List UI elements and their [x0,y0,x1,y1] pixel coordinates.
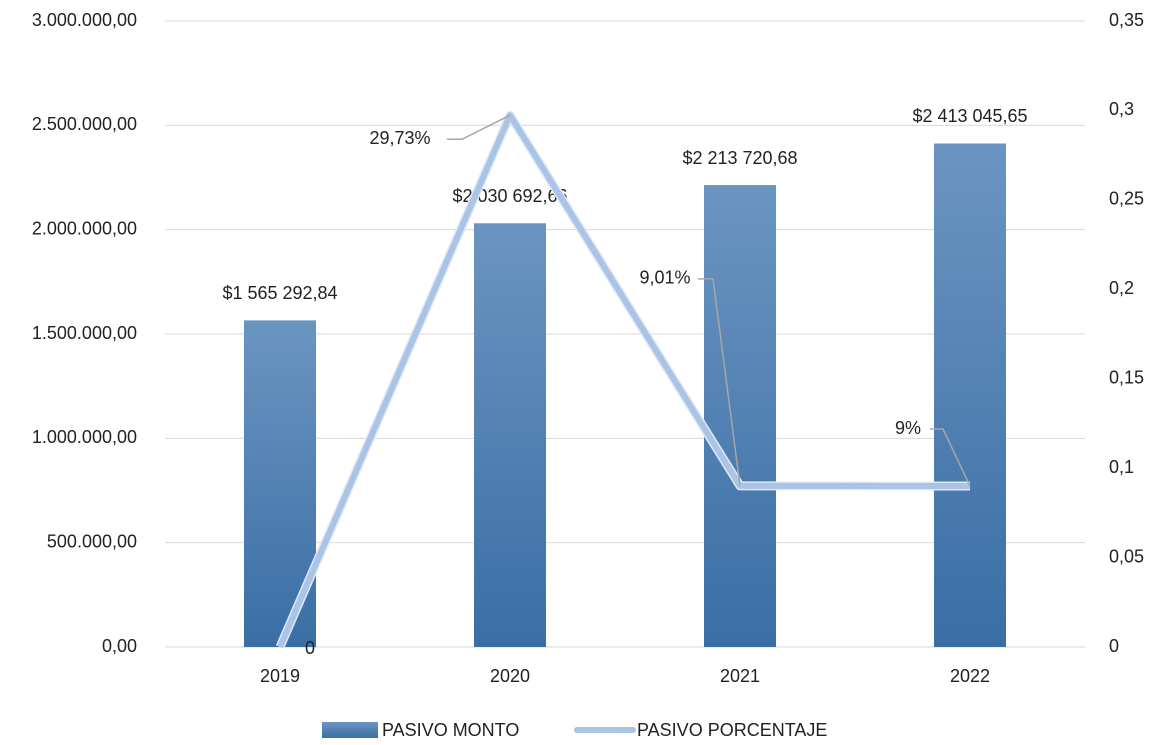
y2-tick-label: 0,3 [1109,99,1134,119]
line [277,112,971,649]
x-tick-label: 2022 [950,666,990,686]
legend-label: PASIVO MONTO [382,720,519,740]
y2-tick-label: 0,15 [1109,367,1144,387]
leader-line [447,114,511,141]
y2-tick-label: 0,05 [1109,546,1144,566]
y2-tick-label: 0,25 [1109,189,1144,209]
bar [934,143,1006,647]
y-tick-label: 2.500.000,00 [32,114,137,134]
bar [704,185,776,647]
y-tick-label: 3.000.000,00 [32,10,137,30]
bar-value-label: $2 213 720,68 [682,148,797,168]
y-tick-label: 0,00 [102,636,137,656]
y2-tick-label: 0,35 [1109,10,1144,30]
y-tick-label: 1.000.000,00 [32,427,137,447]
bar [474,223,546,647]
x-tick-label: 2021 [720,666,760,686]
line-value-label: 0 [305,638,315,658]
line-value-label: 9% [895,418,921,438]
y2-tick-label: 0 [1109,636,1119,656]
bar-value-label: $1 565 292,84 [222,283,337,303]
y-tick-label: 2.000.000,00 [32,218,137,238]
bar-value-label: $2 413 045,65 [912,106,1027,126]
x-tick-label: 2020 [490,666,530,686]
leader-line [698,278,741,486]
y-tick-label: 500.000,00 [47,531,137,551]
y2-tick-label: 0,2 [1109,278,1134,298]
line-value-label: 9,01% [639,268,690,288]
y2-tick-label: 0,1 [1109,457,1134,477]
leader-line [930,428,971,487]
legend-swatch [322,722,378,738]
y-tick-label: 1.500.000,00 [32,323,137,343]
x-tick-label: 2019 [260,666,300,686]
legend-label: PASIVO PORCENTAJE [637,720,827,740]
line-value-label: 29,73% [369,128,430,148]
line-outline [275,110,971,649]
